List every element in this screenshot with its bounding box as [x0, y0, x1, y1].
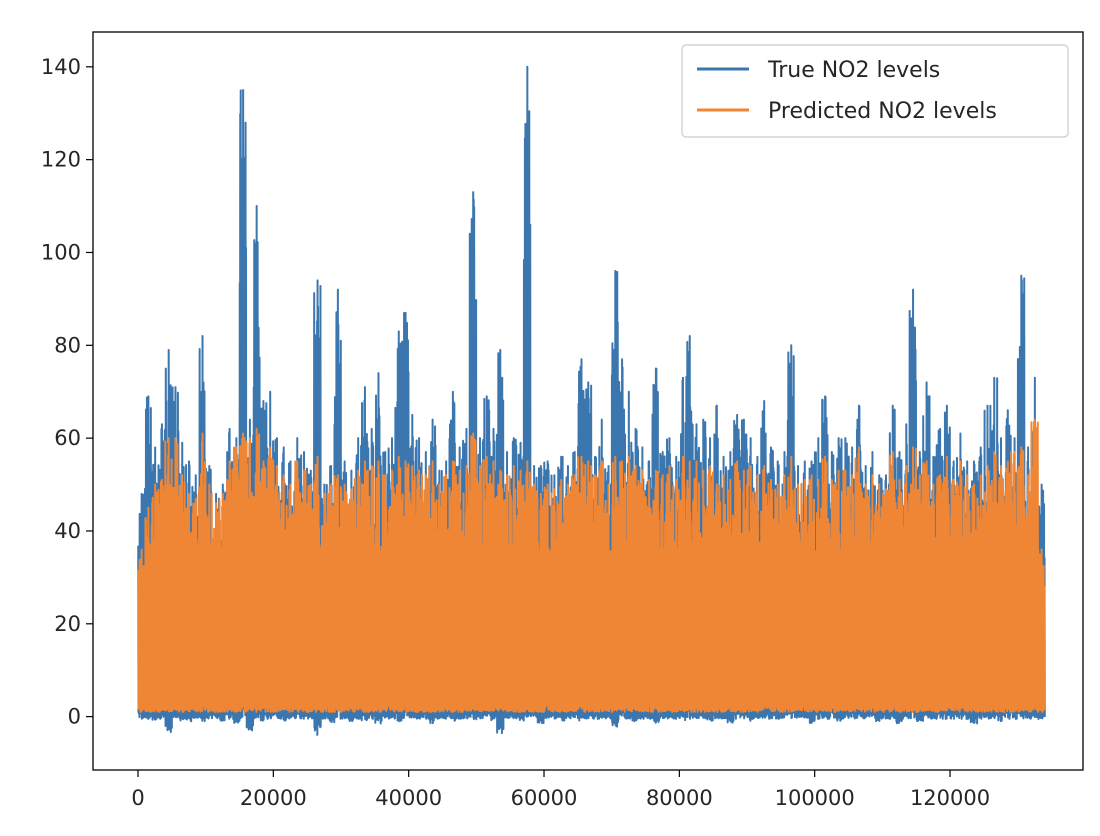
y-tick-label: 100 [41, 240, 81, 264]
y-axis: 0 20 40 60 80 100 120 140 [41, 55, 93, 729]
plot-frame [92, 31, 1084, 771]
legend-box [681, 44, 1069, 138]
legend: True NO2 levels Predicted NO2 levels [681, 44, 1069, 138]
y-tick-label: 80 [54, 333, 81, 357]
x-tick-label: 120000 [910, 786, 990, 810]
y-tick-label: 20 [54, 612, 81, 636]
y-tick-label: 0 [68, 705, 81, 729]
series-predicted-no2-levels [137, 418, 1046, 713]
y-tick-label: 40 [54, 519, 81, 543]
y-tick-label: 120 [41, 148, 81, 172]
legend-label-predicted-no2-levels: Predicted NO2 levels [768, 99, 997, 124]
y-tick-label: 140 [41, 55, 81, 79]
legend-label-true-no2-levels: True NO2 levels [767, 58, 940, 83]
x-tick-label: 100000 [775, 786, 855, 810]
x-tick-label: 40000 [375, 786, 442, 810]
plot-area [137, 65, 1046, 736]
series-line-predicted-no2-levels [137, 418, 1046, 713]
x-tick-label: 0 [131, 786, 144, 810]
x-tick-label: 20000 [240, 786, 307, 810]
x-axis: 0 20000 40000 60000 80000 100000 120000 [131, 770, 990, 810]
y-tick-label: 60 [54, 426, 81, 450]
x-tick-label: 60000 [511, 786, 578, 810]
x-tick-label: 80000 [646, 786, 713, 810]
